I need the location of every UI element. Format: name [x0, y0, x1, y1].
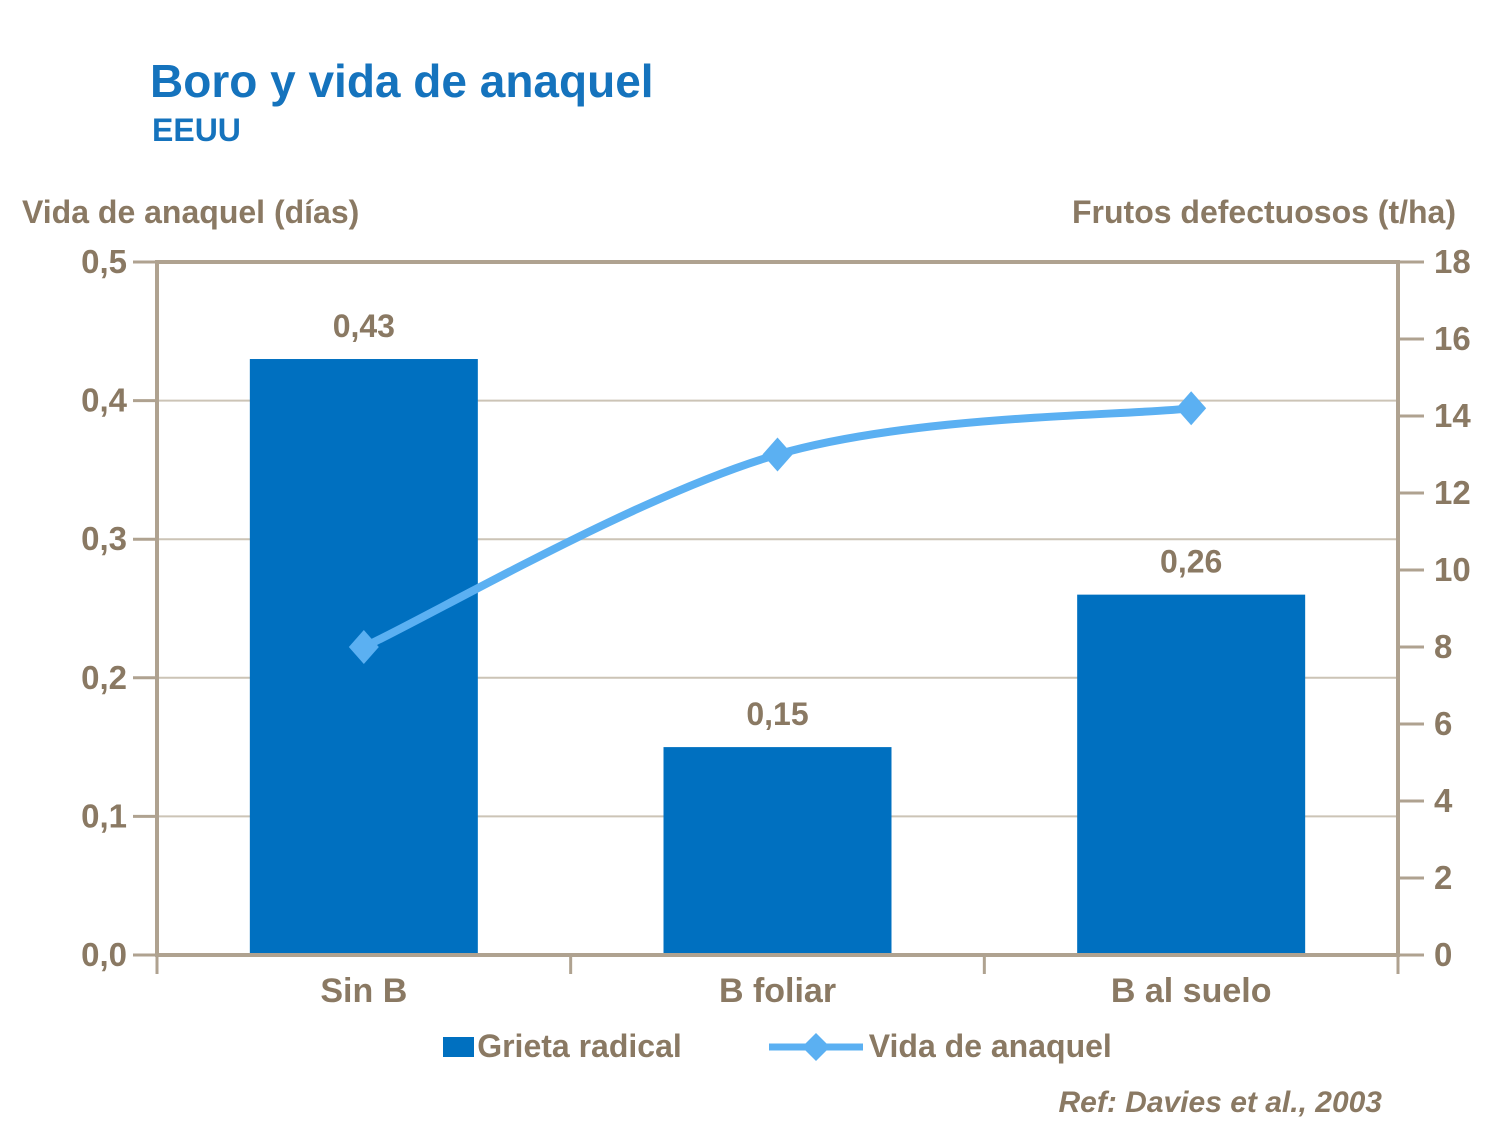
- left-tick-label: 0,5: [81, 243, 127, 280]
- left-axis-title: Vida de anaquel (días): [22, 194, 360, 230]
- right-tick-label: 0: [1434, 936, 1452, 973]
- legend-item-line-series: Vida de anaquel: [766, 1028, 1112, 1065]
- right-tick-label: 8: [1434, 628, 1452, 665]
- left-tick-label: 0,0: [81, 936, 127, 973]
- category-label: B foliar: [719, 972, 836, 1010]
- right-tick-label: 2: [1434, 859, 1452, 896]
- category-label: Sin B: [320, 972, 407, 1010]
- bar-value-label: 0,43: [333, 308, 395, 344]
- legend-label: Vida de anaquel: [868, 1028, 1112, 1064]
- bar-value-label: 0,15: [746, 696, 808, 732]
- line-series-swatch: [768, 1032, 863, 1061]
- right-tick-label: 18: [1434, 243, 1471, 280]
- right-tick-label: 12: [1434, 474, 1471, 511]
- reference-text: Ref: Davies et al., 2003: [1058, 1086, 1382, 1119]
- right-tick-label: 14: [1434, 397, 1471, 434]
- right-tick-label: 4: [1434, 782, 1453, 819]
- left-tick-label: 0,1: [81, 797, 127, 834]
- legend-item-bar-series: Grieta radical: [443, 1028, 682, 1065]
- bar-value-label: 0,26: [1160, 544, 1222, 580]
- bar-B foliar: [663, 747, 892, 955]
- right-tick-label: 10: [1434, 551, 1471, 588]
- bar-B al suelo: [1077, 594, 1306, 955]
- left-tick-label: 0,4: [81, 382, 128, 419]
- left-tick-label: 0,2: [81, 659, 127, 696]
- line-marker-B al suelo: [1176, 391, 1207, 426]
- right-tick-label: 6: [1434, 705, 1452, 742]
- right-axis-title: Frutos defectuosos (t/ha): [1071, 194, 1456, 230]
- right-tick-label: 16: [1434, 320, 1471, 357]
- plot-border: [155, 260, 1400, 957]
- chart-title: Boro y vida de anaquel: [150, 55, 654, 107]
- legend-label: Grieta radical: [477, 1028, 682, 1064]
- line-marker-B foliar: [762, 437, 793, 472]
- chart-subtitle: EEUU: [152, 112, 241, 148]
- line-marker-Sin B: [348, 630, 379, 664]
- legend: Grieta radical Vida de anaquel: [157, 1028, 1398, 1065]
- bar-series-swatch: [443, 1036, 475, 1057]
- left-tick-label: 0,3: [81, 520, 127, 557]
- category-label: B al suelo: [1111, 972, 1272, 1010]
